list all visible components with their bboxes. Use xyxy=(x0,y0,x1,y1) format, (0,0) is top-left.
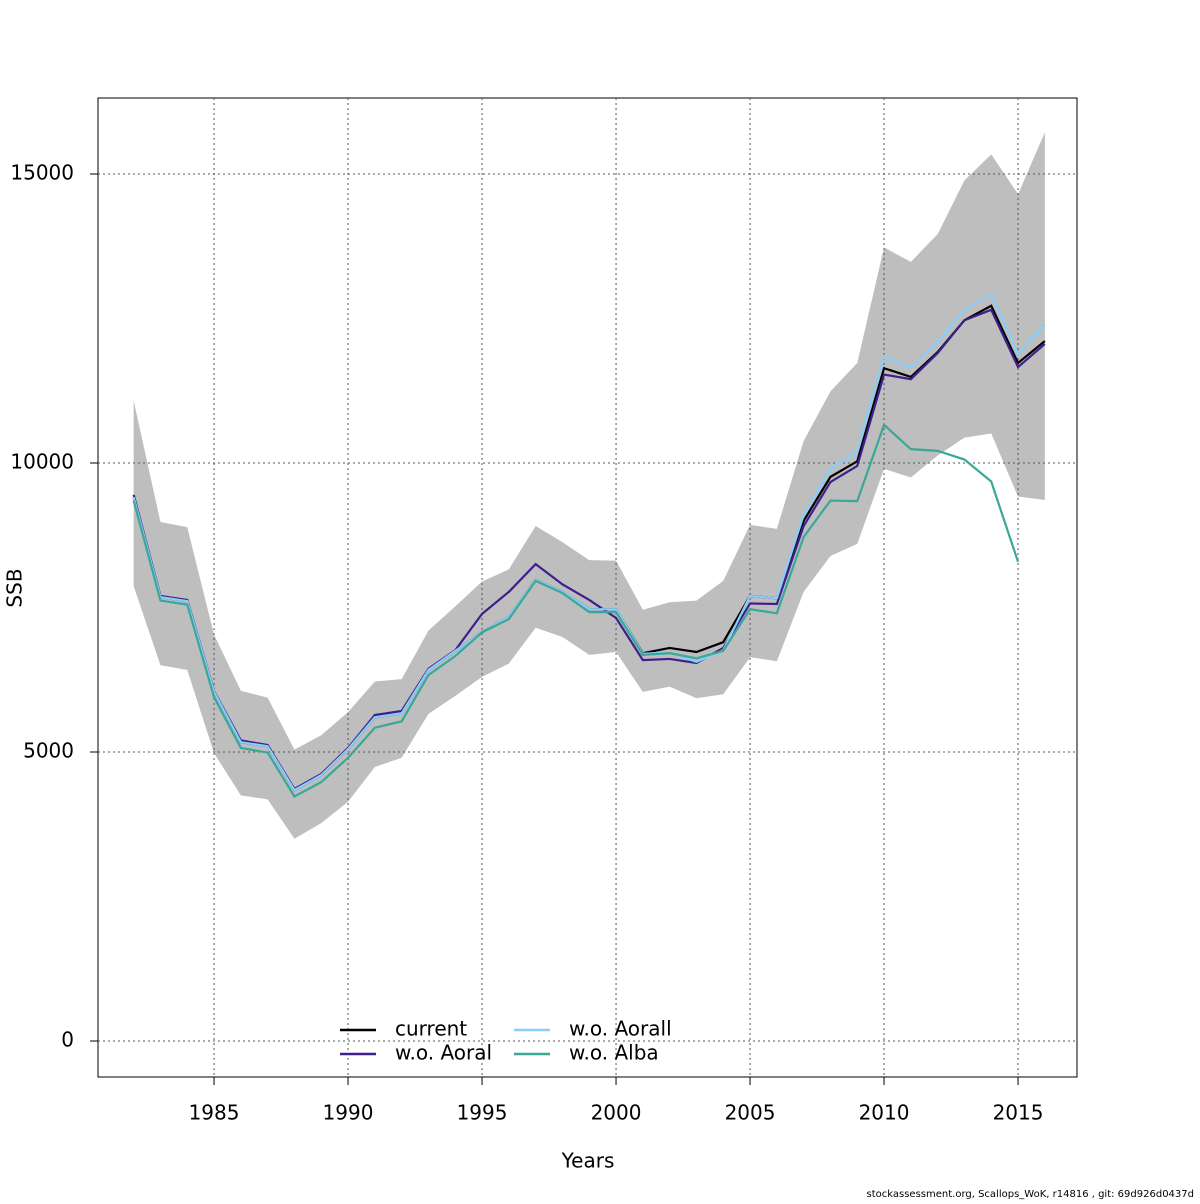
y-axis-label: SSB xyxy=(3,568,27,607)
x-tick-label: 2010 xyxy=(859,1101,910,1125)
y-tick-label: 10000 xyxy=(10,450,74,474)
y-tick-label: 15000 xyxy=(10,161,74,185)
confidence-band xyxy=(133,132,1045,839)
x-tick-label: 2005 xyxy=(725,1101,776,1125)
legend-label: current xyxy=(395,1017,467,1041)
legend-label: w.o. Alba xyxy=(569,1041,659,1065)
series-line xyxy=(132,292,1046,792)
x-tick-label: 1985 xyxy=(189,1101,240,1125)
y-tick-label: 5000 xyxy=(23,738,74,762)
x-tick-label: 2015 xyxy=(993,1101,1044,1125)
x-tick-label: 1995 xyxy=(457,1101,508,1125)
series-line xyxy=(132,422,1020,798)
footnote: stockassessment.org, Scallops_WoK, r1481… xyxy=(867,1189,1194,1200)
legend-label: w.o. Aoral xyxy=(395,1041,492,1065)
legend-label: w.o. Aorall xyxy=(569,1017,672,1041)
plot-frame xyxy=(97,97,1078,1078)
x-axis-label: Years xyxy=(561,1149,615,1173)
x-tick-label: 1990 xyxy=(323,1101,374,1125)
y-tick-label: 0 xyxy=(61,1027,74,1051)
x-tick-label: 2000 xyxy=(591,1101,642,1125)
